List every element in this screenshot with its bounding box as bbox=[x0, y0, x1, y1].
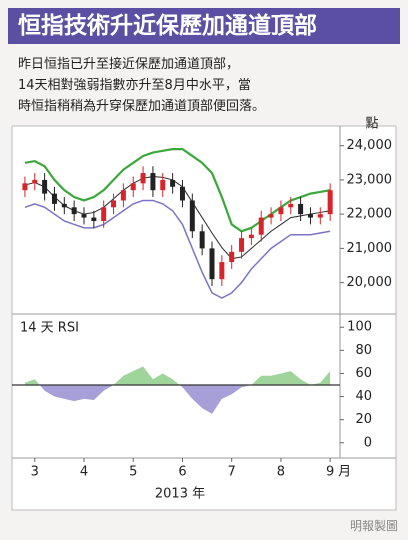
candle-body bbox=[150, 173, 156, 191]
x-tick-label: 5 bbox=[129, 465, 137, 480]
candle-body bbox=[160, 179, 166, 191]
candle-body bbox=[101, 207, 107, 221]
candle-body bbox=[130, 183, 136, 191]
y-tick-label: 80 bbox=[355, 343, 372, 358]
candle-body bbox=[140, 173, 146, 184]
candle-body bbox=[239, 238, 245, 252]
y-tick-label: 100 bbox=[347, 320, 372, 335]
candle-body bbox=[71, 207, 77, 215]
candle-body bbox=[51, 193, 57, 204]
x-unit: 月 bbox=[338, 465, 351, 480]
candle-body bbox=[61, 203, 67, 208]
candle-body bbox=[258, 217, 264, 235]
candle-body bbox=[307, 214, 313, 218]
y-tick-label: 20,000 bbox=[347, 275, 393, 290]
credit: 明報製圖 bbox=[349, 519, 398, 533]
candle-body bbox=[32, 179, 38, 184]
candle-body bbox=[327, 190, 333, 215]
y-tick-label: 22,000 bbox=[347, 207, 393, 222]
rsi-area-below bbox=[24, 385, 331, 414]
candle-body bbox=[91, 217, 97, 221]
x-tick-label: 8 bbox=[277, 465, 285, 480]
candle-body bbox=[179, 186, 185, 201]
y-tick-label: 20 bbox=[355, 412, 372, 427]
candle-body bbox=[170, 179, 176, 187]
candle-body bbox=[42, 179, 48, 194]
x-tick-label: 9 bbox=[326, 465, 334, 480]
x-axis-label: 2013 年 bbox=[155, 487, 205, 502]
text-line: 時恒指稍稍為升穿保歷加通道頂部便回落。 bbox=[18, 99, 266, 114]
candle-body bbox=[209, 248, 215, 280]
candle-body bbox=[288, 203, 294, 208]
candle-body bbox=[81, 214, 87, 218]
chart-frame bbox=[11, 125, 397, 511]
y-tick-label: 21,000 bbox=[347, 241, 393, 256]
panel-label: 14 天 RSI bbox=[20, 321, 79, 336]
candle-body bbox=[317, 214, 323, 218]
candle-body bbox=[22, 183, 28, 191]
candle-body bbox=[189, 200, 195, 232]
y-tick-label: 0 bbox=[364, 435, 372, 450]
y-tick-label: 40 bbox=[355, 389, 372, 404]
x-tick-label: 7 bbox=[228, 465, 236, 480]
candle-body bbox=[248, 234, 254, 239]
candle-body bbox=[199, 231, 205, 249]
rsi-area-above bbox=[24, 366, 331, 385]
y-unit: 點 bbox=[365, 117, 378, 132]
candle-body bbox=[219, 262, 225, 280]
x-tick-label: 3 bbox=[31, 465, 39, 480]
x-tick-label: 6 bbox=[178, 465, 186, 480]
text-line: 昨日恒指已升至接近保歷加通道頂部， bbox=[18, 57, 240, 72]
candle-body bbox=[278, 207, 284, 215]
y-tick-label: 60 bbox=[355, 366, 372, 381]
x-tick-label: 4 bbox=[80, 465, 88, 480]
candle-body bbox=[298, 203, 304, 215]
candle-body bbox=[229, 251, 235, 263]
text-line: 14天相對強弱指數亦升至8月中水平，當 bbox=[18, 78, 251, 93]
y-tick-label: 24,000 bbox=[347, 138, 393, 153]
y-tick-label: 23,000 bbox=[347, 172, 393, 187]
title: 恒指技術升近保歷加通道頂部 bbox=[8, 8, 400, 44]
paragraph: 昨日恒指已升至接近保歷加通道頂部， 14天相對強弱指數亦升至8月中水平，當 時恒… bbox=[18, 54, 398, 117]
candle-body bbox=[268, 214, 274, 218]
candle-body bbox=[120, 190, 126, 201]
band-lower bbox=[24, 199, 331, 299]
candle-body bbox=[111, 200, 117, 208]
